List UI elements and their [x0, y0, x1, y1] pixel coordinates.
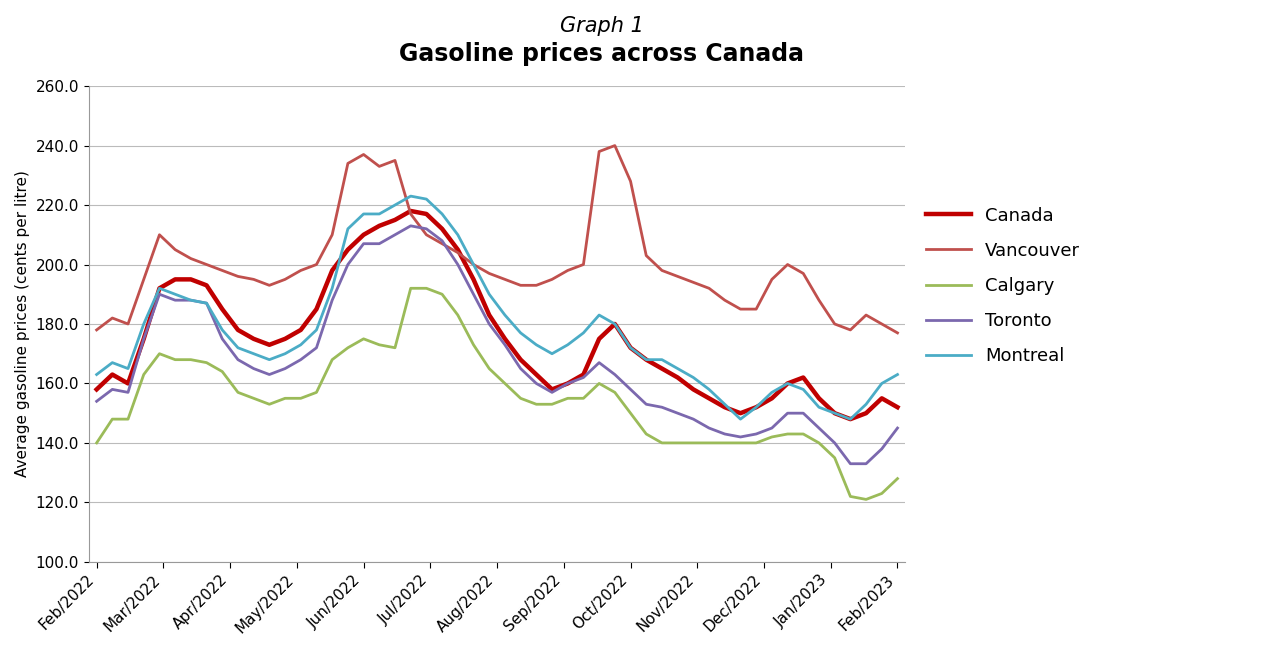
- Canada: [842, 415, 858, 423]
- Toronto: [623, 385, 639, 393]
- Canada: [481, 311, 497, 319]
- Calgary: [859, 495, 874, 503]
- Calgary: [529, 400, 544, 408]
- Toronto: [591, 359, 607, 367]
- Vancouver: [607, 142, 622, 150]
- Vancouver: [890, 329, 905, 337]
- Canada: [403, 207, 419, 215]
- Line: Canada: Canada: [96, 211, 897, 419]
- Line: Calgary: Calgary: [96, 288, 897, 499]
- Vancouver: [842, 326, 858, 334]
- Toronto: [842, 460, 858, 467]
- Toronto: [88, 397, 104, 405]
- Vancouver: [576, 260, 591, 268]
- Montreal: [890, 370, 905, 378]
- Toronto: [890, 424, 905, 432]
- Calgary: [152, 350, 168, 357]
- Vancouver: [466, 260, 481, 268]
- Calgary: [481, 365, 497, 372]
- Canada: [88, 385, 104, 393]
- Calgary: [88, 439, 104, 447]
- Montreal: [403, 192, 419, 200]
- Vancouver: [88, 326, 104, 334]
- Calgary: [890, 475, 905, 482]
- Canada: [371, 222, 387, 230]
- Canada: [529, 370, 544, 378]
- Line: Toronto: Toronto: [96, 226, 897, 464]
- Vancouver: [152, 231, 168, 239]
- Montreal: [481, 290, 497, 298]
- Y-axis label: Average gasoline prices (cents per litre): Average gasoline prices (cents per litre…: [15, 171, 29, 477]
- Montreal: [371, 210, 387, 218]
- Toronto: [529, 380, 544, 387]
- Montreal: [623, 344, 639, 352]
- Canada: [890, 404, 905, 411]
- Calgary: [623, 409, 639, 417]
- Montreal: [88, 370, 104, 378]
- Line: Montreal: Montreal: [96, 196, 897, 419]
- Toronto: [371, 240, 387, 247]
- Vancouver: [371, 163, 387, 171]
- Calgary: [371, 341, 387, 349]
- Canada: [591, 335, 607, 342]
- Calgary: [591, 380, 607, 387]
- Montreal: [732, 415, 748, 423]
- Canada: [152, 284, 168, 292]
- Montreal: [529, 341, 544, 349]
- Toronto: [481, 320, 497, 328]
- Canada: [623, 344, 639, 352]
- Legend: Canada, Vancouver, Calgary, Toronto, Montreal: Canada, Vancouver, Calgary, Toronto, Mon…: [919, 199, 1088, 372]
- Line: Vancouver: Vancouver: [96, 146, 897, 333]
- Text: Gasoline prices across Canada: Gasoline prices across Canada: [399, 42, 804, 66]
- Calgary: [403, 284, 419, 292]
- Text: Graph 1: Graph 1: [559, 16, 644, 36]
- Montreal: [591, 311, 607, 319]
- Vancouver: [623, 177, 639, 185]
- Montreal: [152, 284, 168, 292]
- Toronto: [403, 222, 419, 230]
- Toronto: [152, 290, 168, 298]
